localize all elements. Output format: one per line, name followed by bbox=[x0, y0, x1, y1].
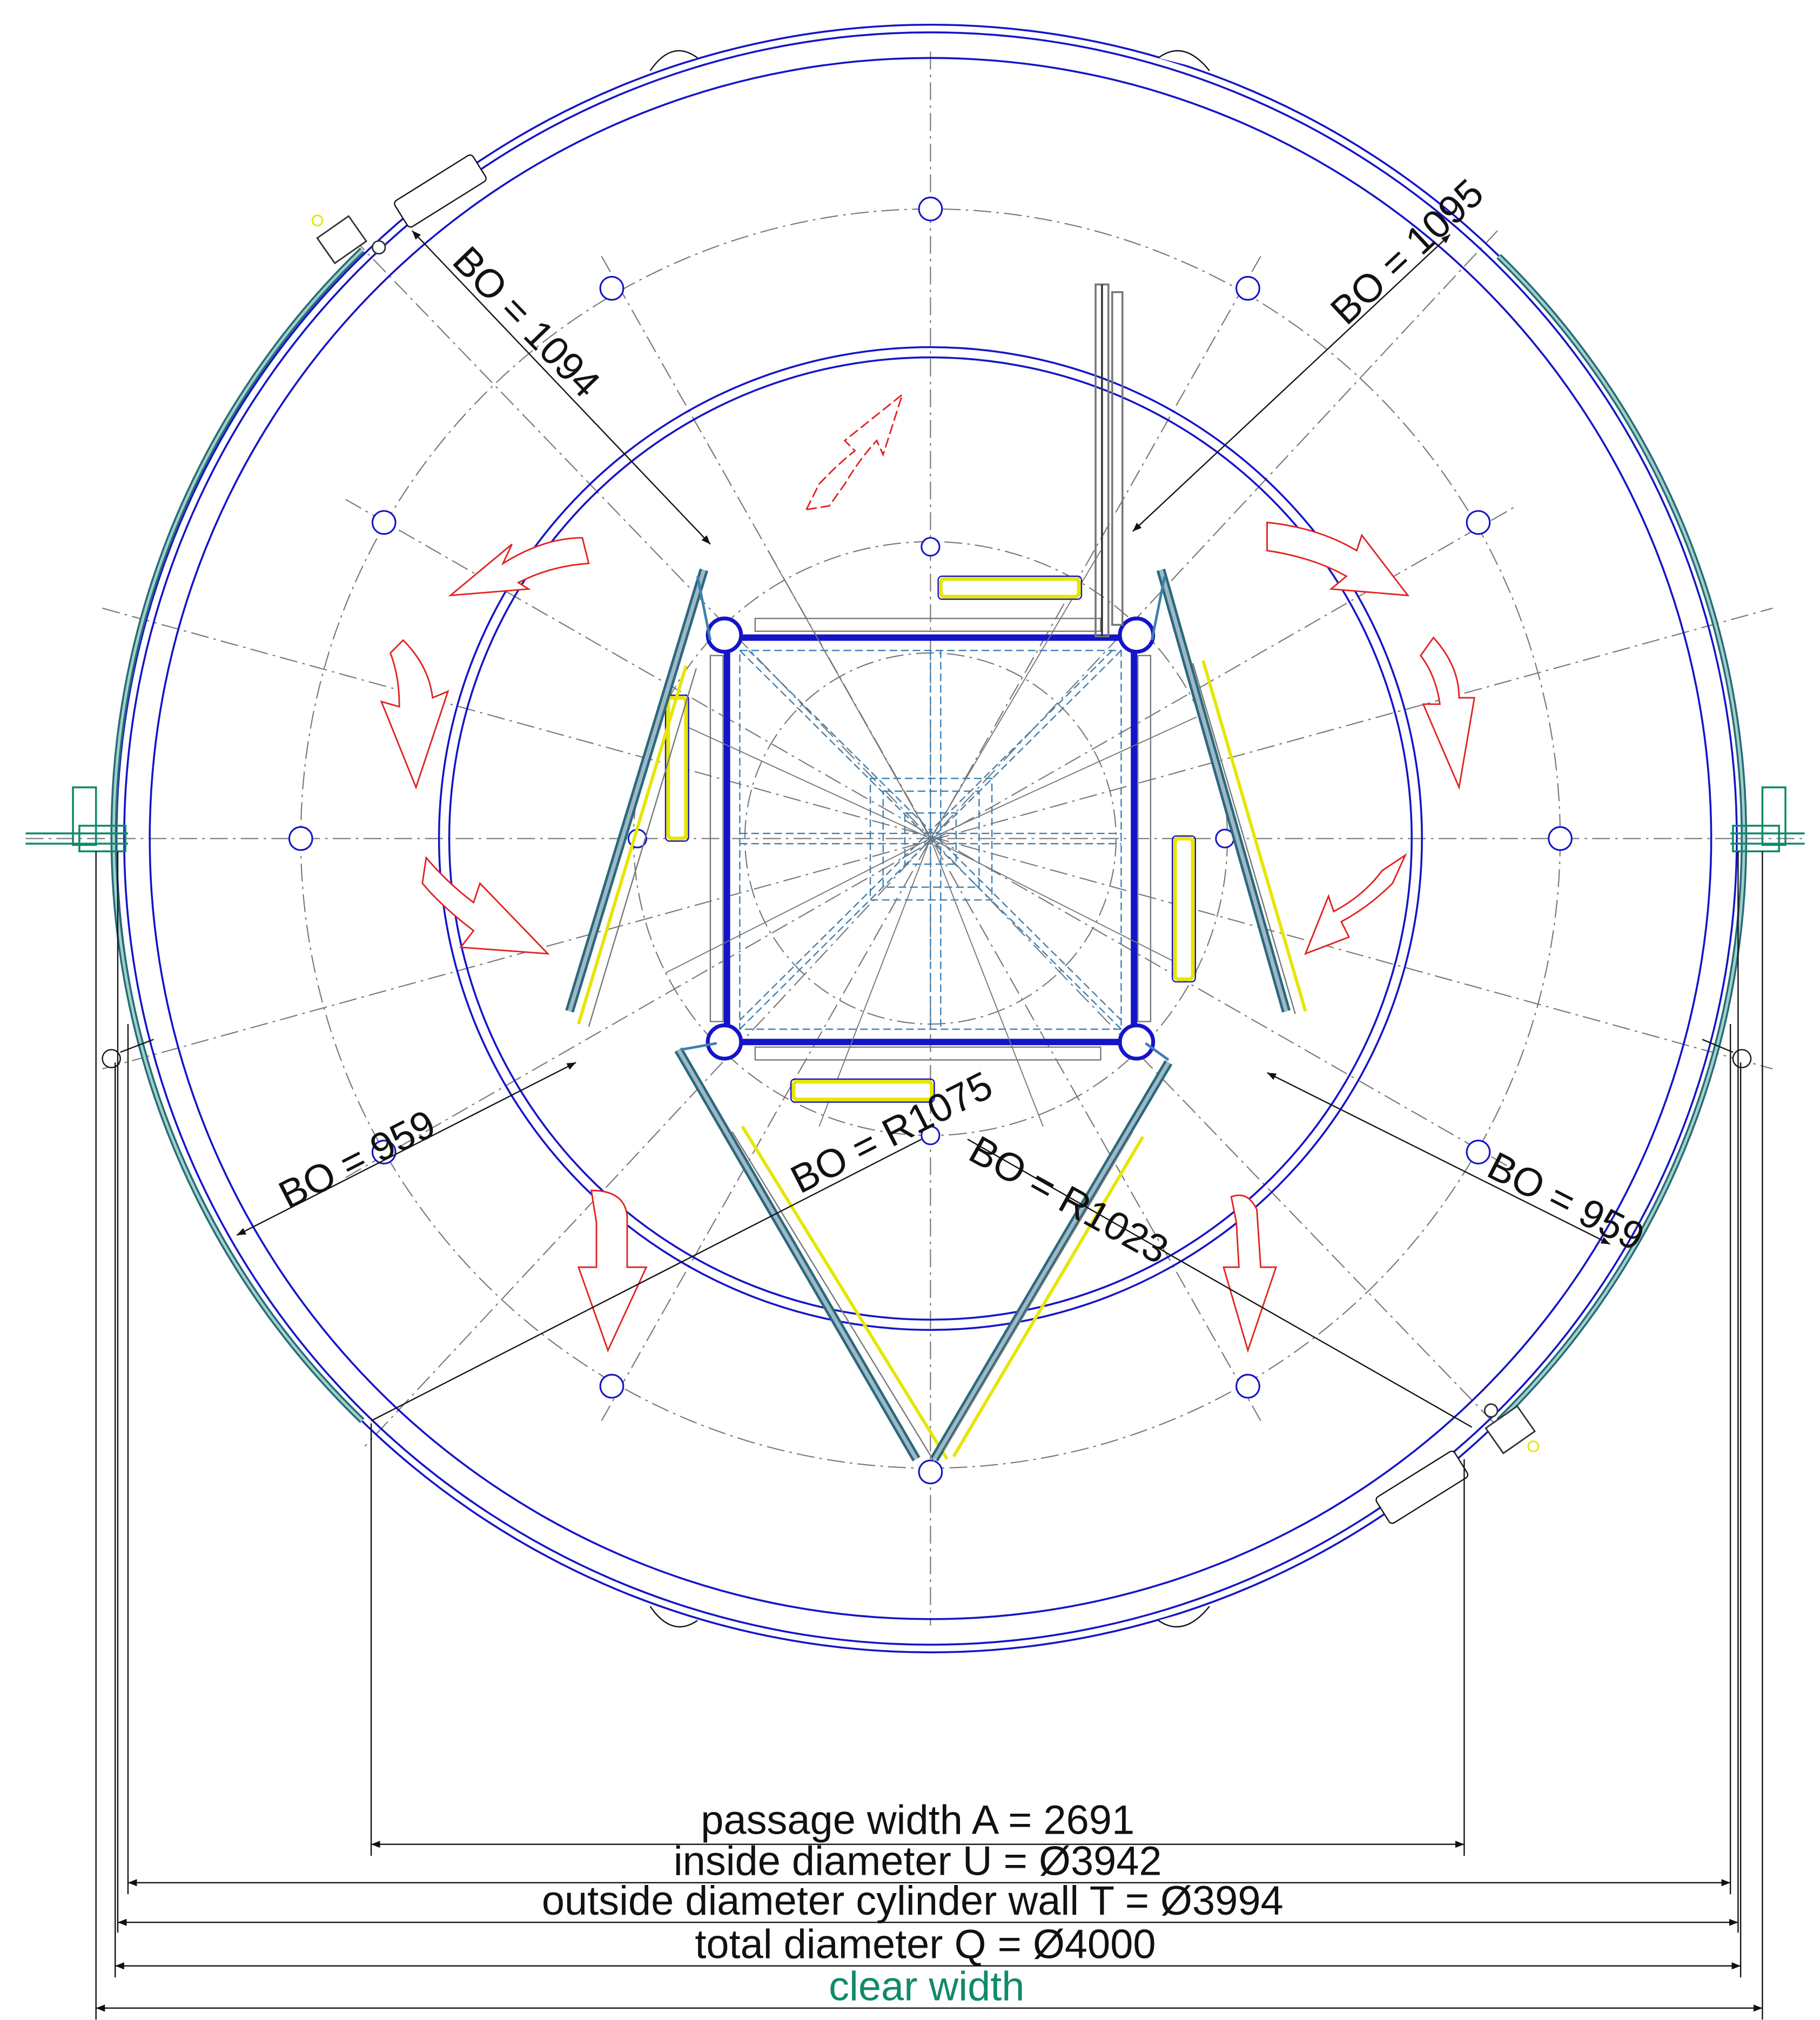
door-wing-bottom-left bbox=[674, 1047, 949, 1462]
wing-connectors bbox=[680, 576, 1170, 1061]
door-wing-bottom-right bbox=[930, 1060, 1173, 1462]
circle-icon bbox=[599, 1373, 624, 1399]
side-mount-left bbox=[25, 786, 128, 852]
bo-label-r1023: BO = R1023 bbox=[962, 1127, 1176, 1272]
curved-wall-right bbox=[1496, 254, 1748, 1423]
inside-diameter-label: inside diameter U = Ø3942 bbox=[674, 1839, 1162, 1884]
clear-width-label: clear width bbox=[829, 1964, 1024, 2010]
curved-arrow-icon bbox=[805, 392, 904, 511]
bo-label-959-left: BO = 959 bbox=[272, 1101, 442, 1217]
circle-icon bbox=[918, 1459, 943, 1485]
door-wing-right bbox=[1156, 568, 1307, 1014]
core-gasket-outlines bbox=[664, 575, 1197, 1103]
bo-label-1094: BO = 1094 bbox=[444, 238, 608, 406]
circle-icon bbox=[1548, 826, 1573, 851]
circle-icon bbox=[288, 826, 313, 851]
dimension-lines bbox=[96, 1841, 1763, 2012]
circle-icon bbox=[918, 197, 943, 221]
lock-bottom-right bbox=[1483, 1403, 1540, 1455]
door-wing-left bbox=[565, 568, 708, 1027]
curved-arrow-icon bbox=[1266, 521, 1410, 597]
core-gaskets bbox=[666, 577, 1195, 1102]
curved-wall-left bbox=[110, 247, 365, 1423]
bo-leaders bbox=[236, 230, 1610, 1428]
circle-icon bbox=[371, 510, 397, 535]
circle-icon bbox=[1466, 510, 1491, 535]
circle-icon bbox=[599, 275, 624, 301]
lock-top-left bbox=[311, 214, 386, 265]
rotation-arrows bbox=[380, 392, 1476, 1353]
passage-width-label: passage width A = 2691 bbox=[701, 1797, 1134, 1843]
circle-icon bbox=[1235, 275, 1260, 301]
curved-arrow-icon bbox=[380, 639, 449, 790]
extension-lines bbox=[95, 851, 1763, 2020]
corner-posts bbox=[706, 616, 1156, 1061]
side-mount-right bbox=[1730, 786, 1805, 852]
circle-icon bbox=[921, 1126, 941, 1146]
total-diameter-label: total diameter Q = Ø4000 bbox=[695, 1922, 1156, 1968]
curved-arrow-icon bbox=[1420, 636, 1476, 790]
ring-lugs bbox=[394, 50, 1469, 1628]
curved-arrow-icon bbox=[1223, 1194, 1278, 1353]
bo-label-1095: BO = 1095 bbox=[1322, 171, 1492, 333]
curved-arrow-icon bbox=[577, 1189, 648, 1352]
curved-arrow-icon bbox=[448, 537, 590, 597]
outside-diameter-label: outside diameter cylinder wall T = Ø3994 bbox=[542, 1878, 1284, 1924]
bo-label-959-right: BO = 959 bbox=[1481, 1143, 1651, 1260]
curved-arrow-icon bbox=[1304, 853, 1407, 955]
drive-rod bbox=[1094, 283, 1124, 637]
circle-icon bbox=[921, 537, 941, 557]
circle-icon bbox=[1235, 1373, 1260, 1399]
circle-icon bbox=[1466, 1140, 1491, 1164]
curved-arrow-icon bbox=[421, 856, 550, 955]
